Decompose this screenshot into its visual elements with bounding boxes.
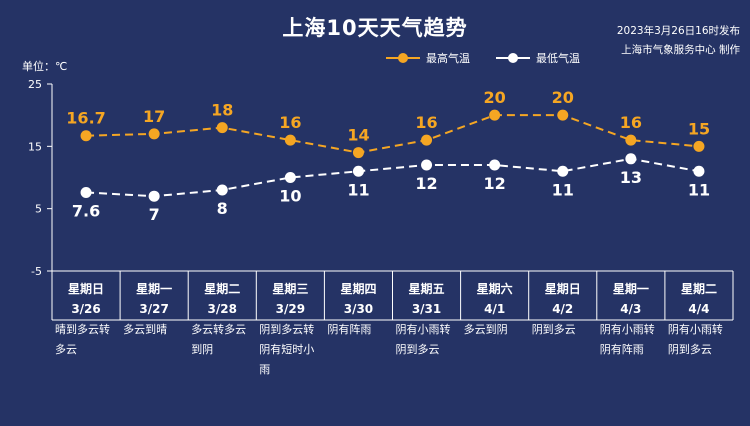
y-tick-label: 5 xyxy=(35,203,42,216)
point-low xyxy=(625,153,637,165)
x-date-label: 3/28 xyxy=(208,302,237,316)
publish-time: 2023年3月26日16时发布 xyxy=(616,25,740,37)
weather-desc: 阴有小雨转阴到多云 xyxy=(395,323,451,356)
x-date-label: 3/29 xyxy=(276,302,305,316)
producer: 上海市气象服务中心 制作 xyxy=(621,44,740,56)
point-high xyxy=(693,140,705,152)
x-weekday-label: 星期一 xyxy=(613,281,649,296)
x-weekday-label: 星期三 xyxy=(272,281,308,296)
point-high xyxy=(80,130,92,142)
weather-desc: 阴有小雨转阴到多云 xyxy=(667,323,723,356)
legend-high-marker xyxy=(386,53,420,63)
x-weekday-label: 星期四 xyxy=(340,281,376,296)
point-high xyxy=(421,134,433,146)
x-weekday-label: 星期一 xyxy=(136,281,172,296)
point-low xyxy=(352,165,364,177)
x-date-label: 4/1 xyxy=(484,302,505,316)
point-low xyxy=(148,190,160,202)
weather-desc: 多云到阴 xyxy=(463,323,508,336)
x-date-label: 3/30 xyxy=(344,302,373,316)
point-high xyxy=(216,122,228,134)
unit-label: 单位：℃ xyxy=(22,60,68,73)
x-weekday-label: 星期日 xyxy=(545,281,581,296)
point-low xyxy=(421,159,433,171)
y-tick-label: -5 xyxy=(31,265,42,278)
x-date-label: 3/31 xyxy=(412,302,441,316)
weather-descriptions: 晴到多云转多云 多云到晴 多云转多云到阴 阴到多云转阴有短时小雨 阴有阵雨 阴有小雨转阴到… xyxy=(52,320,733,420)
x-weekday-label: 星期二 xyxy=(204,281,240,296)
data-label-low: 12 xyxy=(415,174,437,193)
weather-desc: 阴到多云 xyxy=(531,323,576,336)
data-label-high: 14 xyxy=(347,126,369,145)
data-label-high: 18 xyxy=(211,101,233,120)
legend-item-high: 最高气温 xyxy=(386,50,470,66)
weather-desc: 多云转多云到阴 xyxy=(191,323,247,356)
point-high xyxy=(557,109,569,121)
point-high xyxy=(284,134,296,146)
x-weekday-label: 星期日 xyxy=(68,281,104,296)
point-high xyxy=(148,128,160,140)
x-date-label: 4/3 xyxy=(620,302,641,316)
point-low xyxy=(80,186,92,198)
data-label-high: 17 xyxy=(143,107,165,126)
weather-desc: 阴有阵雨 xyxy=(327,323,372,336)
data-label-low: 11 xyxy=(347,180,369,199)
weather-desc: 阴有小雨转阴有阵雨 xyxy=(599,323,655,356)
data-label-low: 13 xyxy=(620,168,642,187)
page-title: 上海10天天气趋势 xyxy=(282,16,468,40)
point-high xyxy=(352,147,364,159)
data-label-high: 16 xyxy=(415,113,437,132)
point-low xyxy=(489,159,501,171)
data-label-low: 8 xyxy=(217,199,228,218)
y-tick-label: 25 xyxy=(28,78,42,91)
x-weekday-label: 星期五 xyxy=(409,281,445,296)
x-weekday-label: 星期六 xyxy=(477,281,513,296)
legend-low-label: 最低气温 xyxy=(536,52,580,65)
publish-info: 2023年3月26日16时发布 上海市气象服务中心 制作 xyxy=(617,22,740,60)
data-label-low: 12 xyxy=(484,174,506,193)
weather-desc: 晴到多云转多云 xyxy=(55,323,110,356)
weather-desc: 多云到晴 xyxy=(123,323,168,336)
data-label-low: 11 xyxy=(688,180,710,199)
x-date-label: 3/26 xyxy=(71,302,100,316)
data-label-high: 20 xyxy=(552,88,574,107)
point-high xyxy=(625,134,637,146)
data-label-low: 11 xyxy=(552,180,574,199)
data-label-low: 7.6 xyxy=(72,201,100,220)
data-label-high: 16 xyxy=(620,113,642,132)
y-tick-label: 15 xyxy=(28,140,42,153)
data-label-high: 15 xyxy=(688,119,710,138)
data-label-low: 10 xyxy=(279,187,301,206)
x-date-label: 3/27 xyxy=(139,302,168,316)
legend-item-low: 最低气温 xyxy=(496,50,580,66)
weather-desc: 阴到多云转阴有短时小雨 xyxy=(259,323,315,376)
point-low xyxy=(216,184,228,196)
x-date-label: 4/4 xyxy=(688,302,709,316)
point-low xyxy=(693,165,705,177)
data-label-high: 16.7 xyxy=(66,109,105,128)
point-high xyxy=(489,109,501,121)
series-line-high xyxy=(86,114,700,154)
data-label-low: 7 xyxy=(149,205,160,224)
x-date-label: 4/2 xyxy=(552,302,573,316)
data-label-high: 20 xyxy=(484,88,506,107)
legend-low-marker xyxy=(496,53,530,63)
series-line-low xyxy=(85,157,700,198)
x-weekday-label: 星期二 xyxy=(681,281,717,296)
legend-high-label: 最高气温 xyxy=(426,52,470,65)
data-label-high: 16 xyxy=(279,113,301,132)
point-low xyxy=(284,172,296,183)
point-low xyxy=(557,165,569,177)
